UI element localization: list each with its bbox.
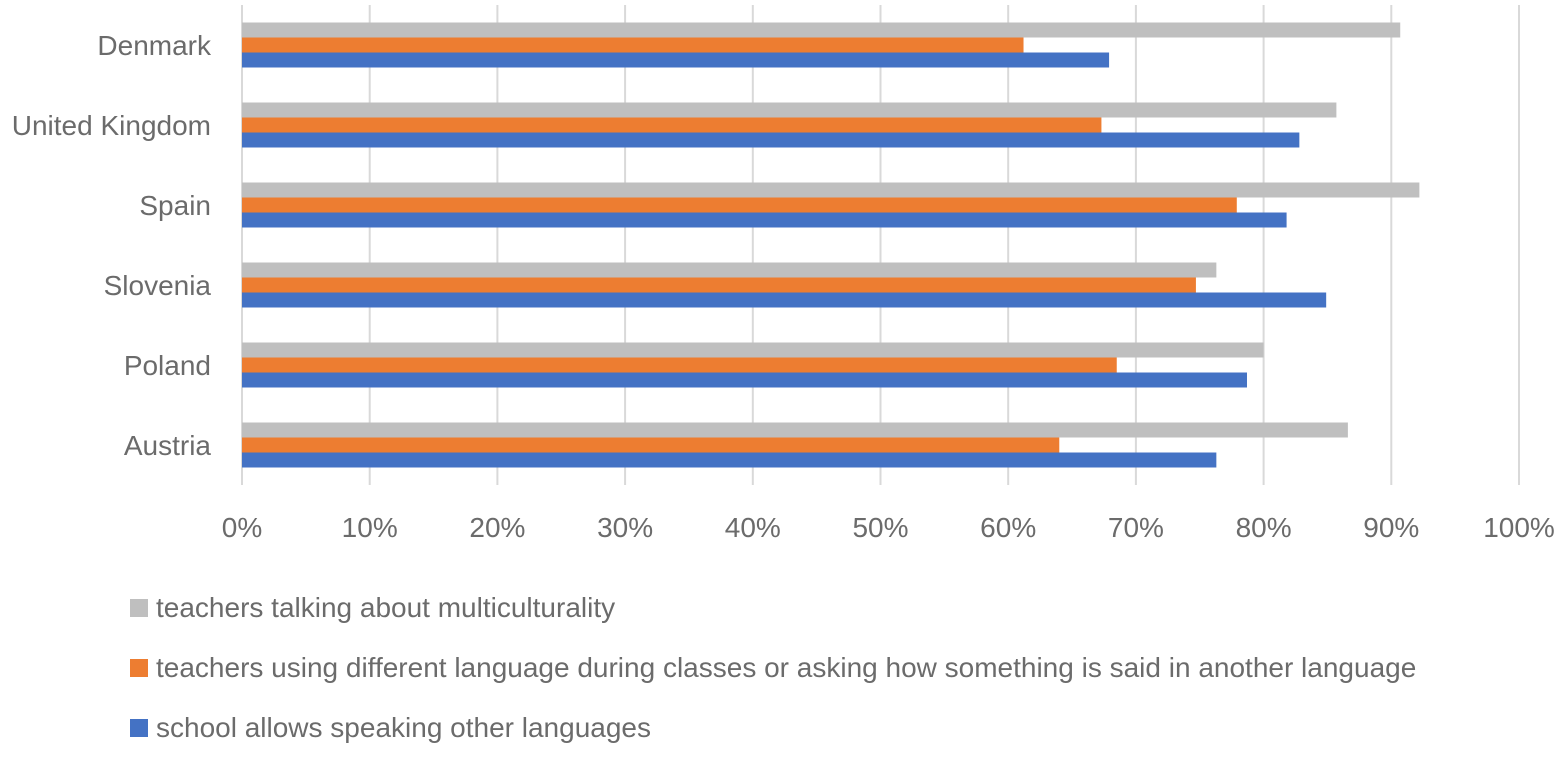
x-tick-label: 80% xyxy=(1236,512,1292,543)
legend-item-other-languages: school allows speaking other languages xyxy=(130,698,1416,758)
legend-swatch-blue xyxy=(130,719,148,737)
bars xyxy=(242,22,1420,468)
bar xyxy=(242,102,1337,118)
bar xyxy=(242,37,1024,53)
x-tick-label: 90% xyxy=(1363,512,1419,543)
category-label: Denmark xyxy=(97,30,212,61)
bar xyxy=(242,342,1264,358)
legend-item-multiculturality: teachers talking about multiculturality xyxy=(130,578,1416,638)
bar xyxy=(242,357,1117,373)
bar xyxy=(242,197,1237,213)
category-label: Spain xyxy=(139,190,211,221)
x-tick-label: 40% xyxy=(725,512,781,543)
legend-item-different-language: teachers using different language during… xyxy=(130,638,1416,698)
x-tick-label: 20% xyxy=(469,512,525,543)
legend-swatch-orange xyxy=(130,659,148,677)
category-label: Slovenia xyxy=(104,270,212,301)
bar xyxy=(242,292,1327,308)
x-tick-label: 0% xyxy=(222,512,262,543)
x-tick-label: 30% xyxy=(597,512,653,543)
bar xyxy=(242,372,1247,388)
legend-label: teachers talking about multiculturality xyxy=(156,592,616,623)
bar-chart: Denmark United Kingdom Spain Slovenia Poland… xyxy=(12,5,1555,543)
bar xyxy=(242,212,1287,228)
category-labels: Denmark United Kingdom Spain Slovenia Poland… xyxy=(12,30,212,461)
chart-container: Denmark United Kingdom Spain Slovenia Poland… xyxy=(12,5,1555,743)
legend-swatch-gray xyxy=(130,599,148,617)
bar xyxy=(242,182,1420,198)
bar xyxy=(242,117,1102,133)
bar xyxy=(242,52,1110,68)
legend-label: school allows speaking other languages xyxy=(156,712,651,743)
bar xyxy=(242,452,1217,468)
x-tick-label: 50% xyxy=(852,512,908,543)
legend: teachers talking about multiculturality … xyxy=(130,578,1416,758)
bar xyxy=(242,437,1060,453)
bar xyxy=(242,422,1348,438)
bar xyxy=(242,22,1401,38)
x-tick-label: 60% xyxy=(980,512,1036,543)
legend-label: teachers using different language during… xyxy=(156,652,1417,683)
x-tick-label: 10% xyxy=(342,512,398,543)
category-label: Austria xyxy=(124,430,212,461)
x-tick-labels: 0% 10% 20% 30% 40% 50% 60% 70% 80% 90% 100% xyxy=(222,512,1555,543)
x-tick-label: 100% xyxy=(1483,512,1555,543)
category-label: Poland xyxy=(124,350,211,381)
x-tick-label: 70% xyxy=(1108,512,1164,543)
category-label: United Kingdom xyxy=(12,110,211,141)
bar xyxy=(242,262,1217,278)
gridlines xyxy=(241,5,1520,485)
bar xyxy=(242,132,1300,148)
bar xyxy=(242,277,1196,293)
